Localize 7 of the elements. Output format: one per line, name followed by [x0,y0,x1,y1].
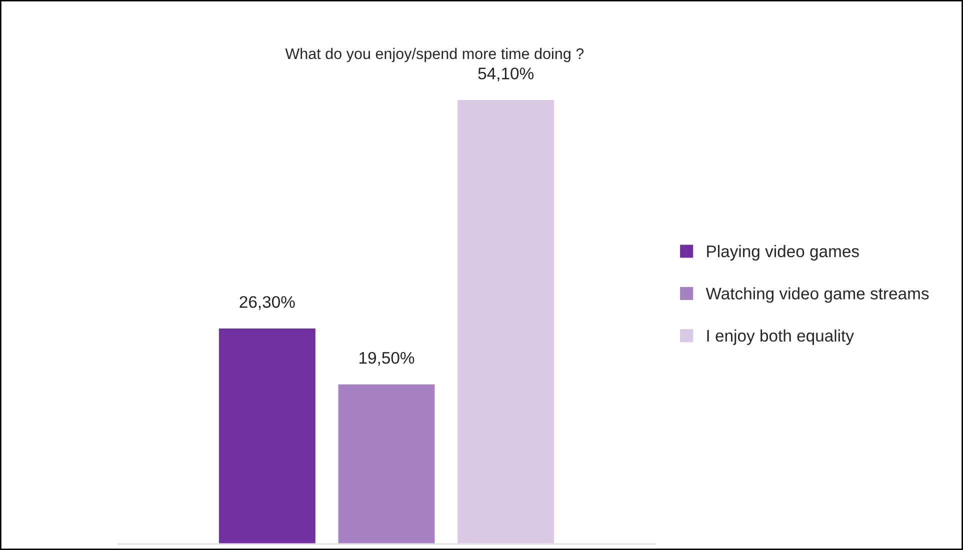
chart-title: What do you enjoy/spend more time doing ? [285,48,584,62]
legend-label: Playing video games [707,245,859,261]
legend-label: Watching video game streams [706,287,929,303]
data-label: 19,50% [360,352,414,366]
data-label: 26,30% [240,296,295,310]
legend-label: I enjoy both equality [707,329,854,345]
data-label: 54,10% [478,68,534,82]
